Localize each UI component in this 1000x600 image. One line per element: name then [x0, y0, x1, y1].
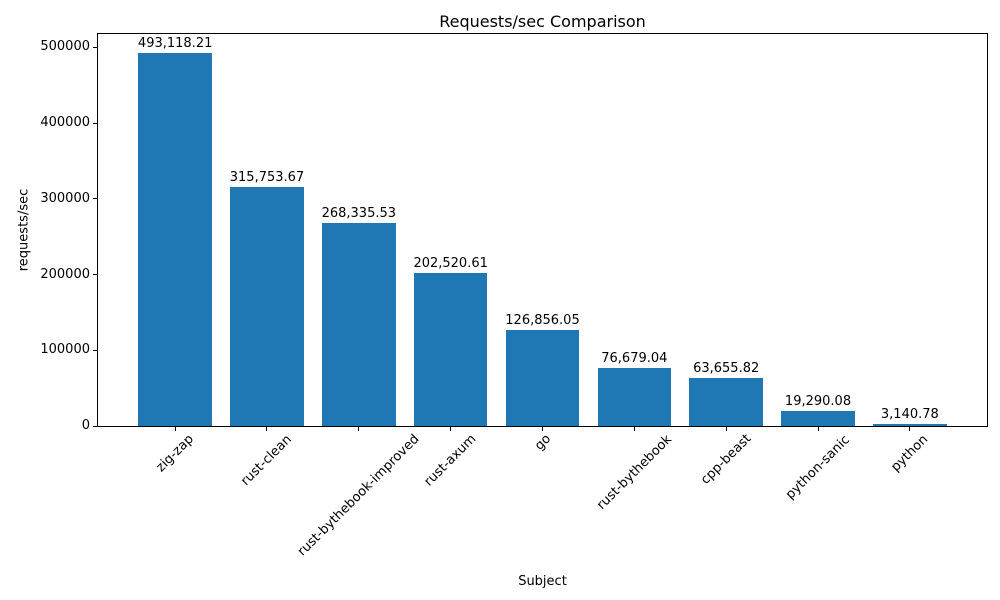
x-tick-mark — [174, 427, 176, 431]
x-tick-label: rust-bythebook-improved — [295, 431, 423, 560]
y-tick-label: 400000 — [40, 115, 90, 131]
y-tick-label: 100000 — [40, 342, 90, 358]
x-tick-mark — [358, 427, 360, 431]
bar-value-label: 19,290.08 — [784, 394, 852, 410]
bar-rust-bythebook-improved — [322, 222, 396, 426]
bar-python — [873, 423, 947, 426]
bar-python-sanic — [781, 411, 855, 426]
x-tick-label: zig-zap — [153, 431, 198, 476]
x-tick-label: cpp-beast — [698, 431, 755, 489]
bar-value-label: 126,856.05 — [505, 312, 580, 328]
y-tick-mark — [93, 122, 97, 124]
y-tick-label: 300000 — [40, 190, 90, 206]
x-tick-label: python-sanic — [783, 432, 853, 502]
x-tick-mark — [633, 427, 635, 431]
x-tick-mark — [266, 427, 268, 431]
y-tick-label: 0 — [81, 418, 90, 433]
y-tick-mark — [93, 46, 97, 48]
chart-title: Requests/sec Comparison — [439, 12, 646, 31]
x-axis-label: Subject — [518, 574, 567, 589]
y-tick-label: 500000 — [40, 39, 90, 55]
bar-rust-clean — [230, 186, 304, 426]
bar-go — [505, 329, 580, 426]
bar-rust-bythebook — [597, 367, 672, 426]
x-tick-mark — [909, 427, 911, 431]
y-tick-mark — [93, 349, 97, 351]
bar-value-label: 202,520.61 — [413, 255, 488, 271]
x-tick-label: rust-axum — [421, 432, 480, 490]
x-tick-mark — [725, 427, 727, 431]
y-tick-label: 200000 — [40, 266, 90, 282]
bar-rust-axum — [413, 272, 488, 426]
bar-value-label: 3,140.78 — [880, 406, 939, 422]
x-tick-label: rust-bythebook — [594, 431, 675, 513]
x-tick-label: go — [531, 431, 554, 454]
x-tick-label: python — [888, 431, 932, 475]
x-tick-label: rust-clean — [238, 431, 296, 489]
x-tick-mark — [542, 427, 543, 431]
x-tick-mark — [450, 427, 452, 431]
y-axis-label: requests/sec — [15, 188, 31, 272]
bar-cpp-beast — [689, 377, 763, 426]
x-tick-mark — [817, 427, 819, 431]
y-tick-mark — [93, 274, 97, 276]
bar-zig-zap — [138, 52, 212, 426]
bar-value-label: 63,655.82 — [693, 360, 760, 376]
bar-value-label: 268,335.53 — [321, 205, 397, 221]
y-tick-mark — [93, 425, 97, 427]
bar-value-label: 315,753.67 — [229, 169, 305, 185]
y-tick-mark — [93, 198, 97, 200]
bar-value-label: 76,679.04 — [601, 350, 668, 366]
bar-value-label: 493,118.21 — [137, 35, 213, 51]
